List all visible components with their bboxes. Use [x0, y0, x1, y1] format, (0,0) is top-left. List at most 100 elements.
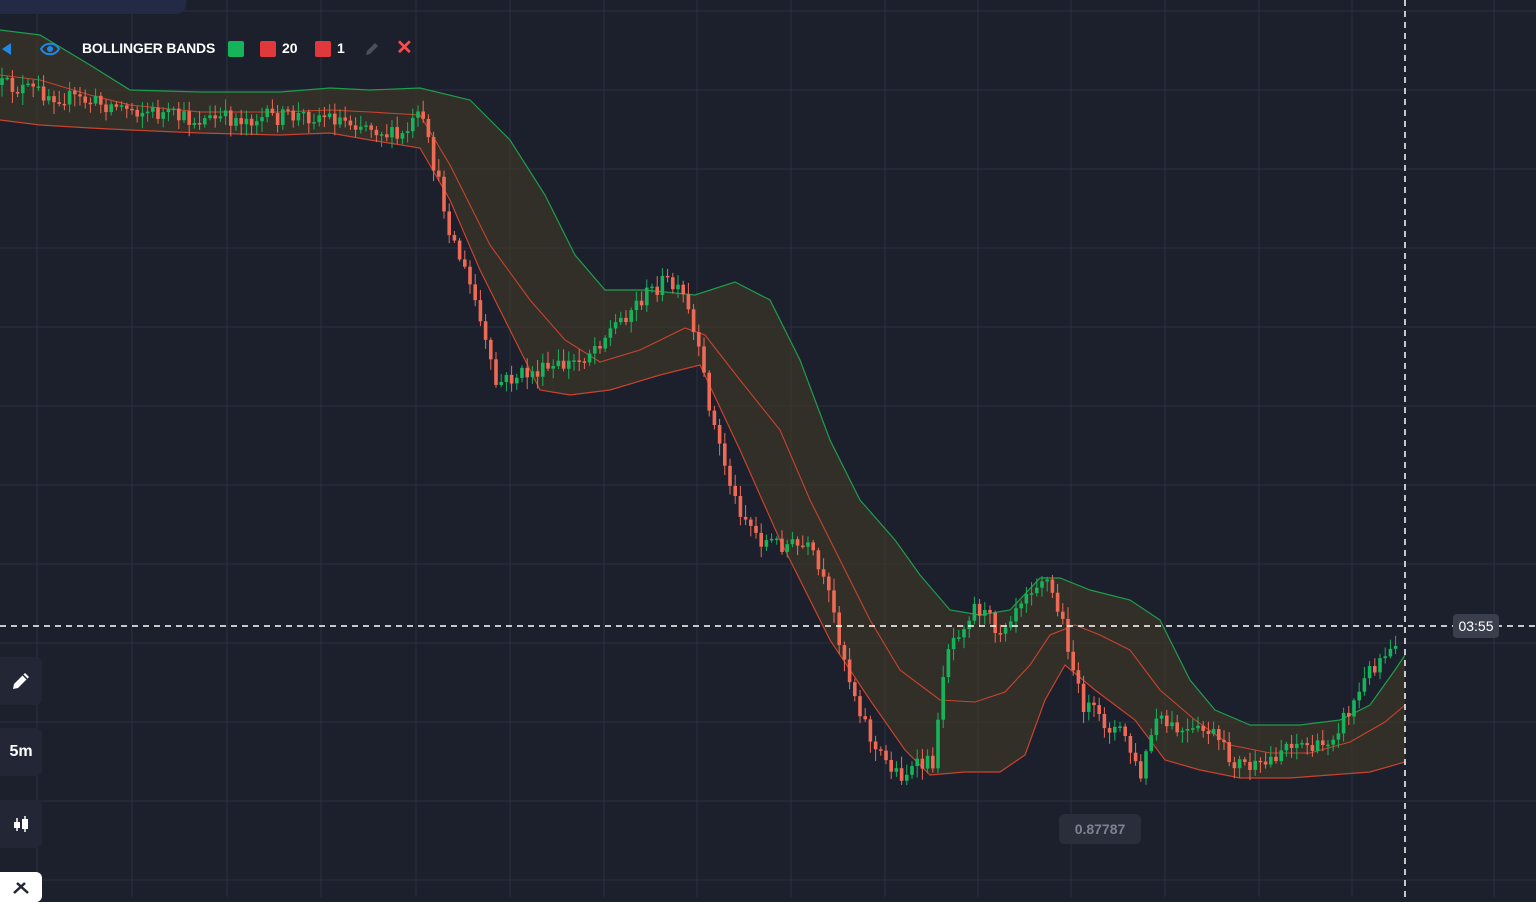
candle-body	[1227, 742, 1231, 763]
candle-body	[769, 538, 774, 541]
candle-body	[572, 360, 576, 362]
candle-body	[41, 86, 46, 101]
candle-body	[104, 104, 108, 113]
candle-body	[671, 277, 675, 290]
bollinger-middle-band	[0, 74, 1406, 754]
candle-body	[619, 317, 623, 323]
middle-band-color-swatch[interactable]	[260, 41, 276, 57]
candle-body	[229, 110, 233, 126]
tools-button[interactable]	[0, 872, 42, 902]
candle-body	[312, 122, 316, 124]
candle-body	[1076, 670, 1081, 684]
candle-body	[1300, 743, 1304, 745]
candle-body	[1003, 627, 1008, 634]
candle-body	[1035, 587, 1039, 594]
candle-body	[790, 539, 795, 545]
candle-body	[62, 103, 67, 106]
candle-body	[437, 170, 441, 177]
candle-body	[660, 275, 665, 295]
candle-body	[270, 108, 275, 114]
candle-body	[873, 741, 878, 750]
close-icon[interactable]: ✕	[396, 37, 413, 59]
asset-badge[interactable]	[0, 0, 186, 14]
candle-body	[10, 77, 15, 92]
candle-body	[639, 300, 644, 306]
candle-body	[676, 284, 680, 290]
candle-body	[218, 116, 223, 119]
candle-body	[863, 716, 867, 720]
time-remaining-badge: 03:55	[1453, 614, 1499, 638]
candle-body	[1050, 579, 1055, 593]
candle-body	[203, 118, 207, 125]
candle-body	[811, 542, 815, 551]
candle-body	[1040, 581, 1044, 588]
candle-body	[5, 77, 9, 80]
candle-body	[1014, 608, 1018, 622]
collapse-arrow-icon[interactable]	[2, 43, 11, 55]
candle-body	[1217, 729, 1221, 740]
candle-body	[530, 371, 535, 378]
pencil-icon	[13, 673, 29, 689]
candle-body	[1118, 726, 1122, 728]
candle-body	[114, 104, 119, 107]
candle-body	[780, 538, 784, 552]
candle-body	[374, 129, 379, 136]
candle-body	[665, 275, 670, 278]
candle-body	[192, 123, 197, 125]
candle-body	[634, 300, 639, 311]
candle-body	[338, 117, 342, 125]
candle-body	[119, 105, 124, 107]
indicator-period[interactable]: 20	[282, 40, 298, 56]
lower-band-color-swatch[interactable]	[315, 41, 331, 57]
candle-body	[223, 110, 228, 117]
candle-body	[1388, 648, 1393, 657]
candle-body	[327, 113, 332, 118]
candle-body	[187, 111, 191, 125]
candle-body	[499, 382, 503, 385]
bollinger-band-fill	[0, 30, 1405, 778]
candle-body	[125, 105, 129, 109]
candle-body	[650, 286, 654, 289]
candle-body	[405, 131, 410, 133]
indicator-deviation[interactable]: 1	[337, 40, 345, 56]
candle-body	[920, 758, 925, 769]
candle-body	[525, 367, 529, 378]
candle-body	[1347, 712, 1351, 717]
eye-icon[interactable]	[40, 41, 60, 57]
candle-body	[608, 328, 613, 338]
candle-body	[624, 317, 628, 323]
candle-body	[31, 83, 35, 87]
candle-body	[385, 134, 389, 138]
candle-body	[52, 96, 56, 103]
candle-body	[1211, 729, 1216, 734]
candle-body	[509, 374, 514, 384]
candle-body	[504, 374, 509, 382]
candle-body	[868, 719, 873, 742]
candle-body	[447, 211, 451, 236]
candle-body	[1237, 759, 1242, 769]
candle-body	[577, 360, 581, 362]
candle-body	[1061, 611, 1065, 619]
candle-body	[177, 108, 181, 121]
draw-tool-button[interactable]	[0, 657, 42, 705]
candle-body	[57, 102, 61, 104]
candles	[0, 67, 1398, 786]
candle-body	[785, 544, 789, 552]
candle-body	[988, 610, 992, 613]
candle-body	[1071, 651, 1075, 671]
candle-body	[322, 115, 327, 118]
upper-band-color-swatch[interactable]	[228, 41, 244, 57]
chart-type-button[interactable]	[0, 800, 42, 848]
candle-body	[421, 111, 425, 119]
candle-body	[754, 525, 758, 533]
candle-body	[1045, 579, 1049, 582]
candle-body	[1024, 594, 1029, 604]
candle-body	[1321, 740, 1325, 745]
candle-body	[957, 637, 961, 639]
candle-body	[832, 590, 836, 613]
candle-body	[400, 133, 405, 139]
candle-body	[655, 286, 659, 295]
edit-icon[interactable]	[363, 40, 381, 58]
timeframe-button[interactable]: 5m	[0, 728, 42, 776]
